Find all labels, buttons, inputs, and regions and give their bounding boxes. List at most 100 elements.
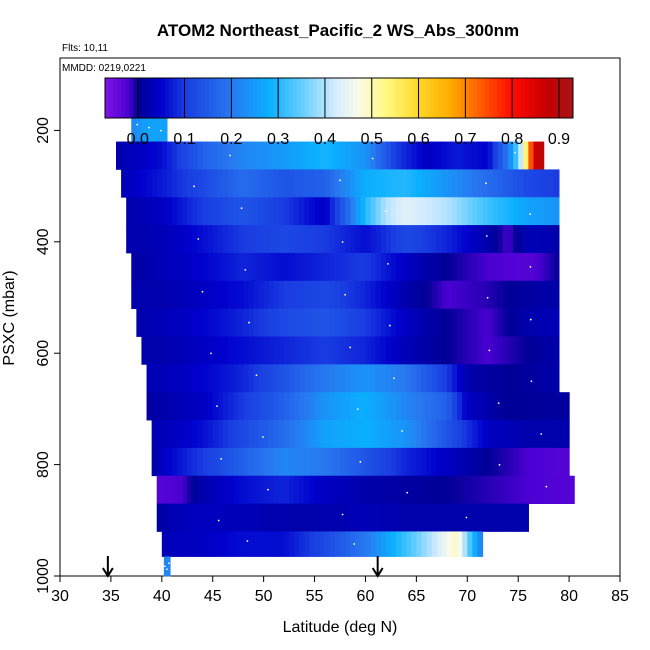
heatmap-cell <box>294 503 300 532</box>
heatmap-cell <box>268 364 275 393</box>
heatmap-cell <box>421 169 428 198</box>
heatmap-cell <box>482 420 489 449</box>
colorbar-segment <box>325 78 330 118</box>
heatmap-cell <box>151 169 158 198</box>
colorbar-segment <box>385 78 390 118</box>
heatmap-cell <box>355 280 361 310</box>
heatmap-cell <box>192 308 199 337</box>
heatmap-cell <box>355 447 361 477</box>
heatmap-cell <box>314 364 321 393</box>
heatmap-cell <box>161 308 168 337</box>
heatmap-cell <box>523 420 529 449</box>
sample-point <box>193 185 195 188</box>
heatmap-cell <box>228 503 234 532</box>
heatmap-cell <box>151 364 158 393</box>
heatmap-cell <box>329 308 336 337</box>
heatmap-cell <box>477 336 484 365</box>
colorbar-segment <box>273 78 278 118</box>
heatmap-cell <box>324 141 331 170</box>
sample-point <box>216 405 218 408</box>
colorbar-segment <box>349 78 354 118</box>
heatmap-cell <box>319 252 326 282</box>
heatmap-cell <box>273 503 280 532</box>
heatmap-cell <box>233 447 239 477</box>
heatmap-cell <box>426 197 433 226</box>
heatmap-cell <box>151 113 158 142</box>
heatmap-cell <box>156 252 163 282</box>
heatmap-cell <box>350 197 356 226</box>
heatmap-cell <box>329 169 336 198</box>
heatmap-cell <box>452 252 458 282</box>
heatmap-cell <box>452 447 458 477</box>
heatmap-cell <box>248 225 255 254</box>
heatmap-cell <box>289 364 295 393</box>
heatmap-cell <box>396 280 402 310</box>
heatmap-cell <box>202 225 209 254</box>
heatmap-cell <box>452 475 458 504</box>
colorbar-segment <box>309 78 314 118</box>
heatmap-cell <box>248 392 255 421</box>
heatmap-cell <box>467 308 473 337</box>
heatmap-cell <box>360 280 367 310</box>
heatmap-cell <box>502 141 509 170</box>
heatmap-cell <box>365 531 372 557</box>
heatmap-cell <box>564 447 570 477</box>
heatmap-cell <box>284 225 290 254</box>
heatmap-cell <box>365 503 372 532</box>
heatmap-cell <box>217 169 224 198</box>
colorbar-segment <box>525 78 530 118</box>
heatmap-cell <box>304 503 311 532</box>
heatmap-cell <box>172 447 178 477</box>
heatmap-cell <box>233 141 239 170</box>
heatmap-cell <box>217 447 224 477</box>
heatmap-cell <box>182 197 188 226</box>
heatmap-cell <box>508 336 514 365</box>
x-tick-label: 80 <box>560 588 578 605</box>
colorbar-segment <box>277 78 282 118</box>
heatmap-cell <box>472 169 479 198</box>
heatmap-cell <box>192 225 199 254</box>
sample-point <box>465 516 468 519</box>
heatmap-cell <box>477 280 484 310</box>
heatmap-cell <box>121 169 127 198</box>
heatmap-cell <box>497 141 504 170</box>
heatmap-cell <box>268 141 275 170</box>
heatmap-cell <box>345 336 351 365</box>
heatmap-cell <box>472 225 479 254</box>
heatmap-cell <box>141 308 148 337</box>
colorbar-segment <box>477 78 482 118</box>
heatmap-cell <box>431 531 438 557</box>
heatmap-cell <box>319 364 326 393</box>
heatmap-cell <box>151 252 158 282</box>
heatmap-cell <box>228 308 234 337</box>
heatmap-cell <box>467 141 473 170</box>
heatmap-cell <box>401 225 407 254</box>
heatmap-cell <box>502 447 509 477</box>
colorbar-segment <box>185 78 190 118</box>
colorbar-segment <box>501 78 506 118</box>
heatmap-cell <box>482 364 489 393</box>
heatmap-cell <box>390 475 397 504</box>
heatmap-cell <box>375 336 382 365</box>
colorbar-segment <box>457 78 462 118</box>
heatmap-cell <box>202 531 209 557</box>
colorbar-segment <box>137 78 142 118</box>
sample-point <box>201 290 204 293</box>
heatmap-cell <box>141 169 148 198</box>
heatmap-cell <box>253 503 260 532</box>
heatmap-cell <box>207 531 214 557</box>
heatmap-cell <box>350 225 356 254</box>
heatmap-cell <box>487 503 494 532</box>
heatmap-cell <box>396 420 402 449</box>
heatmap-cell <box>543 225 550 254</box>
heatmap-cell <box>324 336 331 365</box>
heatmap-cell <box>309 503 316 532</box>
heatmap-cell <box>243 336 249 365</box>
heatmap-cell <box>401 420 407 449</box>
heatmap-cell <box>228 364 234 393</box>
heatmap-cell <box>146 336 153 365</box>
heatmap-cell <box>207 447 214 477</box>
heatmap-cell <box>161 197 168 226</box>
heatmap-cell <box>324 225 331 254</box>
heatmap-cell <box>553 280 560 310</box>
